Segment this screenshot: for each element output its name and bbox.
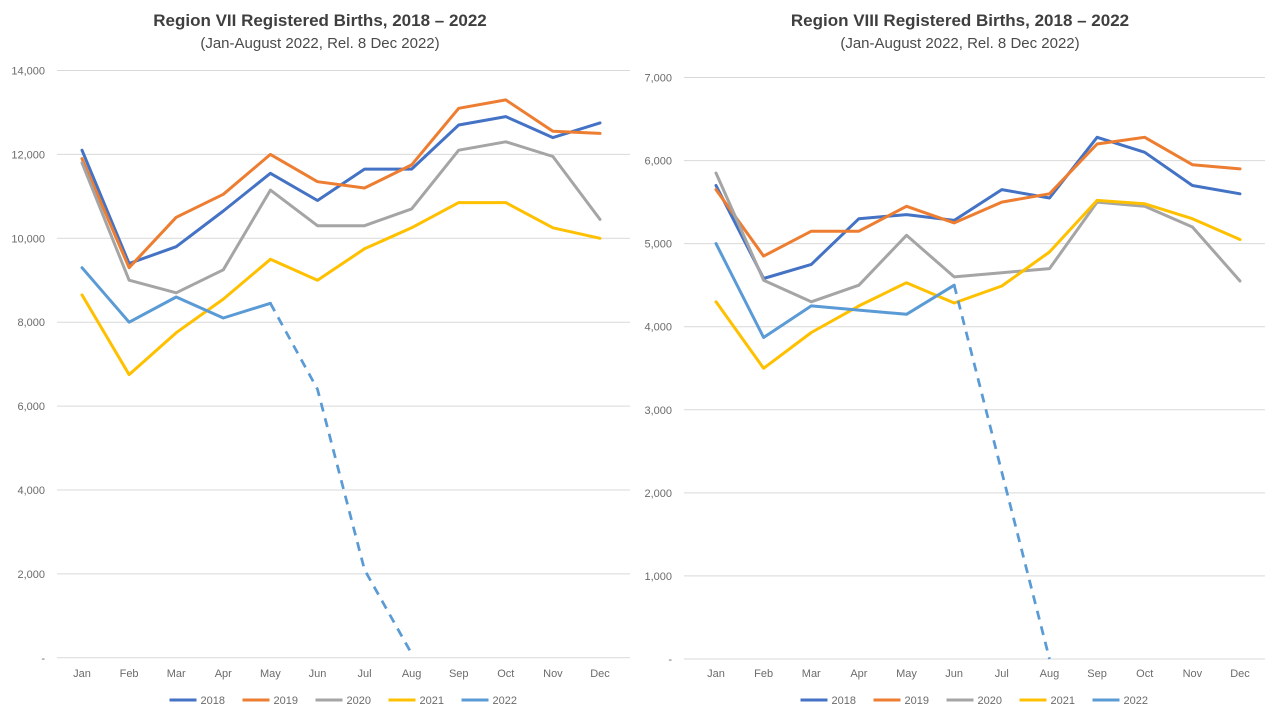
y-tick-label: 6,000: [17, 401, 45, 413]
x-tick-label: Mar: [167, 668, 186, 680]
y-tick-label: 2,000: [644, 488, 672, 500]
y-tick-label: 5,000: [644, 239, 672, 251]
y-tick-label: -: [668, 654, 672, 666]
y-tick-label: 7,000: [644, 73, 672, 85]
series-line-2019: [714, 135, 1242, 258]
y-tick-label: 14,000: [11, 66, 45, 78]
chart-panel-region-viii: Region VIII Registered Births, 2018 – 20…: [640, 0, 1280, 720]
legend-label-2020: 2020: [978, 695, 1002, 707]
legend-label-2019: 2019: [274, 695, 298, 707]
x-tick-label: Feb: [754, 668, 773, 680]
y-tick-label: 8,000: [17, 317, 45, 329]
legend-label-2022: 2022: [1124, 695, 1148, 707]
y-tick-label: 4,000: [17, 485, 45, 497]
series-line-2020: [714, 171, 1242, 304]
x-tick-label: Dec: [590, 668, 610, 680]
x-tick-label: May: [260, 668, 281, 680]
line-chart-region-viii: - 1,000 2,000 3,000 4,000 5,000 6,000 7,000 Jan F…: [644, 73, 1265, 707]
x-tick-label: Aug: [402, 668, 422, 680]
y-tick-label: 1,000: [644, 571, 672, 583]
x-tick-label: Nov: [543, 668, 563, 680]
legend-label-2019: 2019: [905, 695, 929, 707]
y-tick-label: 4,000: [644, 322, 672, 334]
series-line-2022: [80, 266, 272, 324]
legend-label-2020: 2020: [347, 695, 371, 707]
x-tick-label: Sep: [449, 668, 469, 680]
series-line-2021: [80, 201, 602, 377]
x-tick-label: Jan: [707, 668, 725, 680]
chart-title-region-vii: Region VII Registered Births, 2018 – 202…: [153, 11, 487, 30]
series-line-2018: [80, 115, 602, 265]
x-tick-label: Apr: [850, 668, 867, 680]
chart-title-region-viii: Region VIII Registered Births, 2018 – 20…: [790, 11, 1130, 30]
x-tick-label: Jun: [309, 668, 327, 680]
y-tick-label: 10,000: [11, 233, 45, 245]
chart-subtitle-region-vii: (Jan-August 2022, Rel. 8 Dec 2022): [200, 35, 440, 52]
legend-label-2021: 2021: [420, 695, 444, 707]
x-tick-label: Aug: [1040, 668, 1060, 680]
y-tick-label: -: [41, 653, 45, 665]
line-chart-region-vii: - 2,000 4,000 6,000 8,000 10,000 12,000 14,000 J…: [11, 66, 630, 707]
x-tick-label: Dec: [1230, 668, 1250, 680]
y-tick-label: 6,000: [644, 156, 672, 168]
x-tick-label: Nov: [1183, 668, 1203, 680]
x-tick-label: Mar: [802, 668, 821, 680]
series-line-2019: [80, 98, 602, 270]
x-tick-label: May: [896, 668, 917, 680]
legend-label-2021: 2021: [1051, 695, 1075, 707]
series-line-2021: [714, 198, 1242, 370]
series-line-2020: [80, 140, 602, 295]
legend-label-2022: 2022: [493, 695, 517, 707]
y-tick-label: 12,000: [11, 149, 45, 161]
x-tick-label: Jan: [73, 668, 91, 680]
x-tick-label: Feb: [120, 668, 139, 680]
y-tick-label: 2,000: [17, 569, 45, 581]
series-line-2022-dashed: [952, 284, 1051, 660]
x-tick-label: Apr: [215, 668, 232, 680]
chart-subtitle-region-viii: (Jan-August 2022, Rel. 8 Dec 2022): [840, 35, 1080, 52]
legend-label-2018: 2018: [832, 695, 856, 707]
series-line-2018: [714, 135, 1242, 280]
legend-label-2018: 2018: [201, 695, 225, 707]
x-tick-label: Oct: [1136, 668, 1153, 680]
x-tick-label: Jul: [358, 668, 372, 680]
x-tick-label: Jun: [945, 668, 963, 680]
series-line-2022-dashed: [269, 302, 413, 655]
series-line-2022: [714, 242, 956, 339]
chart-panel-region-vii: Region VII Registered Births, 2018 – 202…: [11, 11, 630, 707]
x-tick-label: Oct: [497, 668, 514, 680]
x-tick-label: Sep: [1087, 668, 1107, 680]
y-tick-label: 3,000: [644, 405, 672, 417]
x-tick-label: Jul: [995, 668, 1009, 680]
